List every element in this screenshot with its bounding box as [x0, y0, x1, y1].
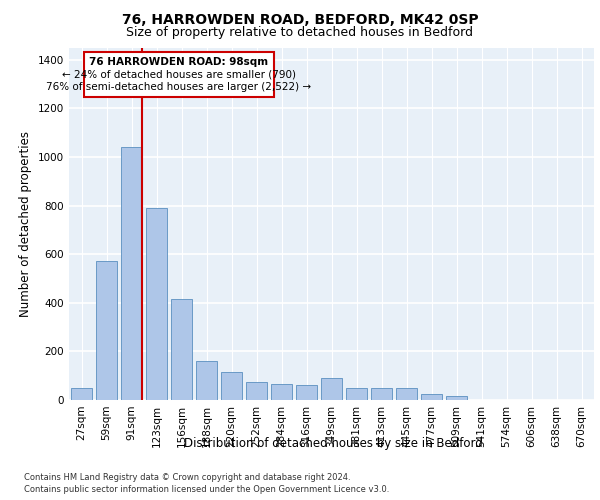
Text: Contains public sector information licensed under the Open Government Licence v3: Contains public sector information licen…	[24, 485, 389, 494]
Bar	[71, 388, 92, 400]
Text: 76, HARROWDEN ROAD, BEDFORD, MK42 0SP: 76, HARROWDEN ROAD, BEDFORD, MK42 0SP	[122, 12, 478, 26]
Bar	[321, 378, 342, 400]
Bar	[246, 382, 267, 400]
Bar	[421, 394, 442, 400]
Bar	[371, 388, 392, 400]
Y-axis label: Number of detached properties: Number of detached properties	[19, 130, 32, 317]
Bar	[196, 361, 217, 400]
Text: ← 24% of detached houses are smaller (790): ← 24% of detached houses are smaller (79…	[62, 69, 296, 79]
Bar	[221, 372, 242, 400]
Bar	[446, 396, 467, 400]
Text: 76 HARROWDEN ROAD: 98sqm: 76 HARROWDEN ROAD: 98sqm	[89, 56, 268, 66]
Bar	[121, 147, 142, 400]
Text: Distribution of detached houses by size in Bedford: Distribution of detached houses by size …	[184, 438, 482, 450]
FancyBboxPatch shape	[83, 52, 274, 96]
Text: 76% of semi-detached houses are larger (2,522) →: 76% of semi-detached houses are larger (…	[46, 82, 311, 92]
Text: Size of property relative to detached houses in Bedford: Size of property relative to detached ho…	[127, 26, 473, 39]
Bar	[271, 384, 292, 400]
Text: Contains HM Land Registry data © Crown copyright and database right 2024.: Contains HM Land Registry data © Crown c…	[24, 472, 350, 482]
Bar	[171, 299, 192, 400]
Bar	[96, 262, 117, 400]
Bar	[346, 388, 367, 400]
Bar	[396, 388, 417, 400]
Bar	[296, 386, 317, 400]
Bar	[146, 208, 167, 400]
